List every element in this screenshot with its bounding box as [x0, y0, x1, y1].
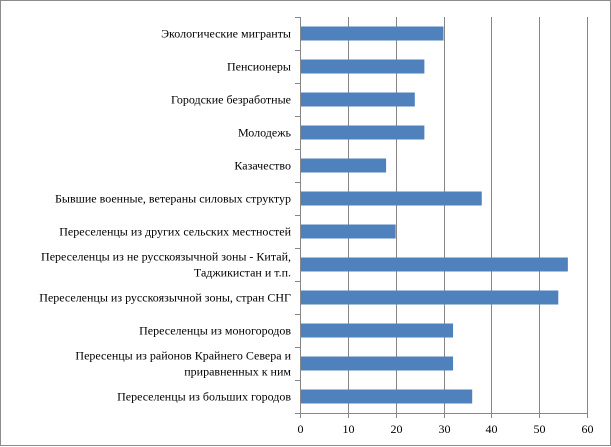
bar — [300, 323, 454, 338]
category-label-line: Экологические мигранты — [161, 27, 291, 41]
category-label: Молодежь — [238, 126, 292, 140]
category-label-line: Казачество — [234, 159, 291, 173]
category-label: Городские безработные — [171, 93, 291, 107]
category-label-line: Таджикистан и т.п. — [194, 266, 291, 280]
x-tick-label: 30 — [439, 422, 451, 436]
x-tick-label: 0 — [298, 422, 304, 436]
bar — [300, 290, 559, 305]
bar — [300, 224, 396, 239]
bar — [300, 158, 387, 173]
category-label-line: Переселенцы из других сельских местносте… — [59, 225, 291, 239]
category-label: Бывшие военные, ветераны силовых структу… — [55, 192, 291, 206]
bar — [300, 389, 473, 404]
category-label: Переселенцы из больших городов — [117, 390, 291, 404]
category-label-line: Молодежь — [238, 126, 292, 140]
bar — [300, 92, 415, 107]
category-label-line: Переселенцы из не русскоязычной зоны - К… — [41, 250, 291, 264]
category-label: Пенсионеры — [227, 60, 291, 74]
x-tick-label: 60 — [582, 422, 594, 436]
x-tick-label: 40 — [486, 422, 498, 436]
category-label-line: Пенсионеры — [227, 60, 291, 74]
x-tick-label: 20 — [391, 422, 403, 436]
category-label: Переселенцы из других сельских местносте… — [59, 225, 291, 239]
bar — [300, 26, 444, 41]
bar — [300, 356, 454, 371]
category-label: Переселенцы из не русскоязычной зоны - К… — [41, 250, 291, 280]
x-tick-label: 10 — [343, 422, 355, 436]
category-label: Экологические мигранты — [161, 27, 291, 41]
category-label-line: Переселенцы из русскоязычной зоны, стран… — [39, 291, 291, 305]
category-label-line: Бывшие военные, ветераны силовых структу… — [55, 192, 291, 206]
category-label-line: приравненных к ним — [184, 365, 291, 379]
category-label-line: Переселенцы из моногородов — [139, 324, 291, 338]
category-label-line: Пересенцы из районов Крайнего Севера и — [75, 349, 291, 363]
category-label: Казачество — [234, 159, 291, 173]
category-label-line: Переселенцы из больших городов — [117, 390, 291, 404]
category-label: Переселенцы из моногородов — [139, 324, 291, 338]
bar — [300, 257, 568, 272]
category-label: Пересенцы из районов Крайнего Севера и пр… — [75, 349, 291, 379]
category-label-line: Городские безработные — [171, 93, 291, 107]
bar — [300, 191, 482, 206]
bar — [300, 125, 425, 140]
bar — [300, 59, 425, 74]
x-tick-label: 50 — [534, 422, 546, 436]
category-label: Переселенцы из русскоязычной зоны, стран… — [39, 291, 291, 305]
